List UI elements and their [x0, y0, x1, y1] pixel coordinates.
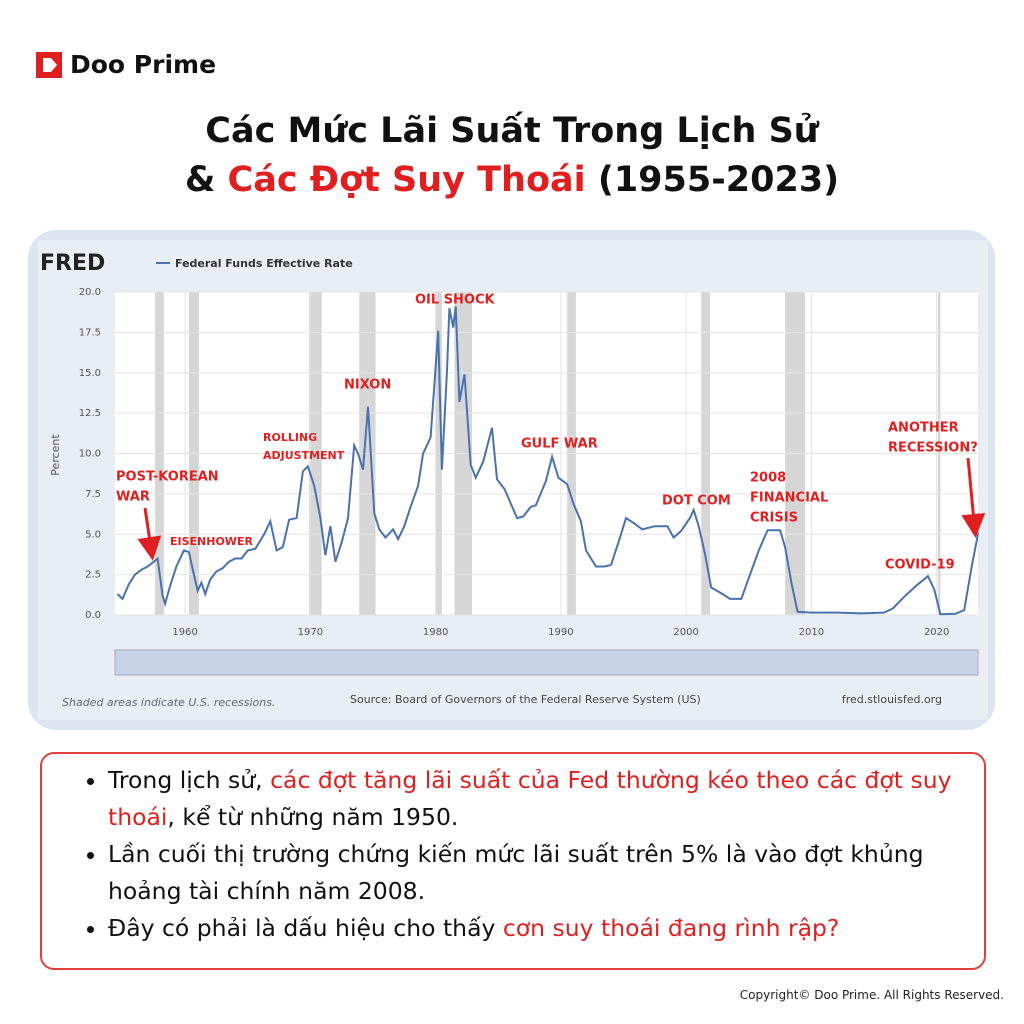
title: & Các Đợt Suy Thoái (1955-2023)	[185, 160, 839, 200]
arrow	[961, 457, 986, 538]
bullet-text: Trong lịch sử,	[108, 766, 271, 794]
annotation: OIL SHOCK	[415, 293, 496, 308]
title-part: (1955-2023)	[586, 160, 840, 200]
annotation: 2008	[750, 471, 786, 486]
bullet-box: Trong lịch sử, các đợt tăng lãi suất của…	[40, 752, 986, 970]
annotation: FINANCIAL	[750, 491, 828, 506]
copyright: Copyright© Doo Prime. All Rights Reserve…	[739, 988, 1004, 1002]
bullet-list: Trong lịch sử, các đợt tăng lãi suất của…	[60, 762, 966, 947]
note: Shaded areas indicate U.S. recessions.	[62, 696, 275, 709]
brand-mark	[43, 58, 57, 72]
source: Source: Board of Governors of the Federa…	[350, 693, 701, 706]
x-tick-label: 2000	[673, 627, 698, 638]
annotation: EISENHOWER	[170, 535, 253, 548]
bullet: Lần cuối thị trường chứng kiến mức lãi s…	[108, 836, 966, 910]
y-tick-label: 20.0	[79, 287, 101, 298]
y-tick-label: 7.5	[85, 489, 101, 500]
annotation: CRISIS	[750, 511, 798, 526]
bullet-text: các đợt tăng lãi suất của Fed thường kéo…	[108, 766, 959, 831]
site: fred.stlouisfed.org	[842, 693, 942, 706]
series-line	[116, 306, 979, 616]
title-part: Các Đợt Suy Thoái	[228, 160, 586, 200]
bullet-text: Đây có phải là dấu hiệu cho thấy	[108, 914, 503, 942]
annotation: ROLLING	[263, 431, 317, 444]
annotation: RECESSION?	[888, 441, 978, 456]
title: Các Mức Lãi Suất Trong Lịch Sử	[205, 111, 820, 151]
annotation: GULF WAR	[521, 437, 598, 452]
chart: Doo Prime Các Mức Lãi Suất Trong Lịch Sử…	[28, 50, 995, 730]
x-tick-label: 2020	[924, 627, 949, 638]
y-tick-label: 17.5	[79, 327, 101, 338]
bullet-text: , kể từ những năm 1950.	[167, 803, 459, 831]
annotation: NIXON	[344, 378, 391, 393]
annotation: ADJUSTMENT	[263, 449, 345, 462]
x-tick-label: 1960	[172, 627, 197, 638]
fred-logo: FRED	[40, 251, 105, 276]
x-tick-label: 1990	[548, 627, 573, 638]
legend-label: Federal Funds Effective Rate	[175, 257, 353, 270]
x-tick-label: 2010	[799, 627, 824, 638]
y-tick-label: 15.0	[79, 368, 101, 379]
y-tick-label: 5.0	[85, 529, 101, 540]
y-axis-label: Percent	[49, 434, 62, 476]
arrow	[137, 507, 162, 561]
brand: Doo Prime	[70, 50, 216, 79]
y-tick-label: 12.5	[79, 408, 101, 419]
x-tick-label: 1970	[298, 627, 323, 638]
annotation: WAR	[116, 490, 150, 505]
bullet-text: Lần cuối thị trường chứng kiến mức lãi s…	[108, 840, 932, 905]
annotation: ANOTHER	[888, 421, 959, 436]
navigator	[114, 649, 979, 676]
y-tick-label: 0.0	[85, 610, 101, 621]
annotation: COVID-19	[885, 558, 955, 573]
y-tick-label: 10.0	[79, 449, 101, 460]
annotation: DOT COM	[662, 494, 731, 509]
y-tick-label: 2.5	[85, 570, 101, 581]
bullet: Đây có phải là dấu hiệu cho thấy cơn suy…	[108, 910, 966, 947]
title-part: &	[185, 160, 228, 200]
annotation: POST-KOREAN	[116, 470, 219, 485]
x-tick-label: 1980	[423, 627, 448, 638]
bullet-text: cơn suy thoái đang rình rập?	[502, 914, 840, 942]
bullet: Trong lịch sử, các đợt tăng lãi suất của…	[108, 762, 966, 836]
